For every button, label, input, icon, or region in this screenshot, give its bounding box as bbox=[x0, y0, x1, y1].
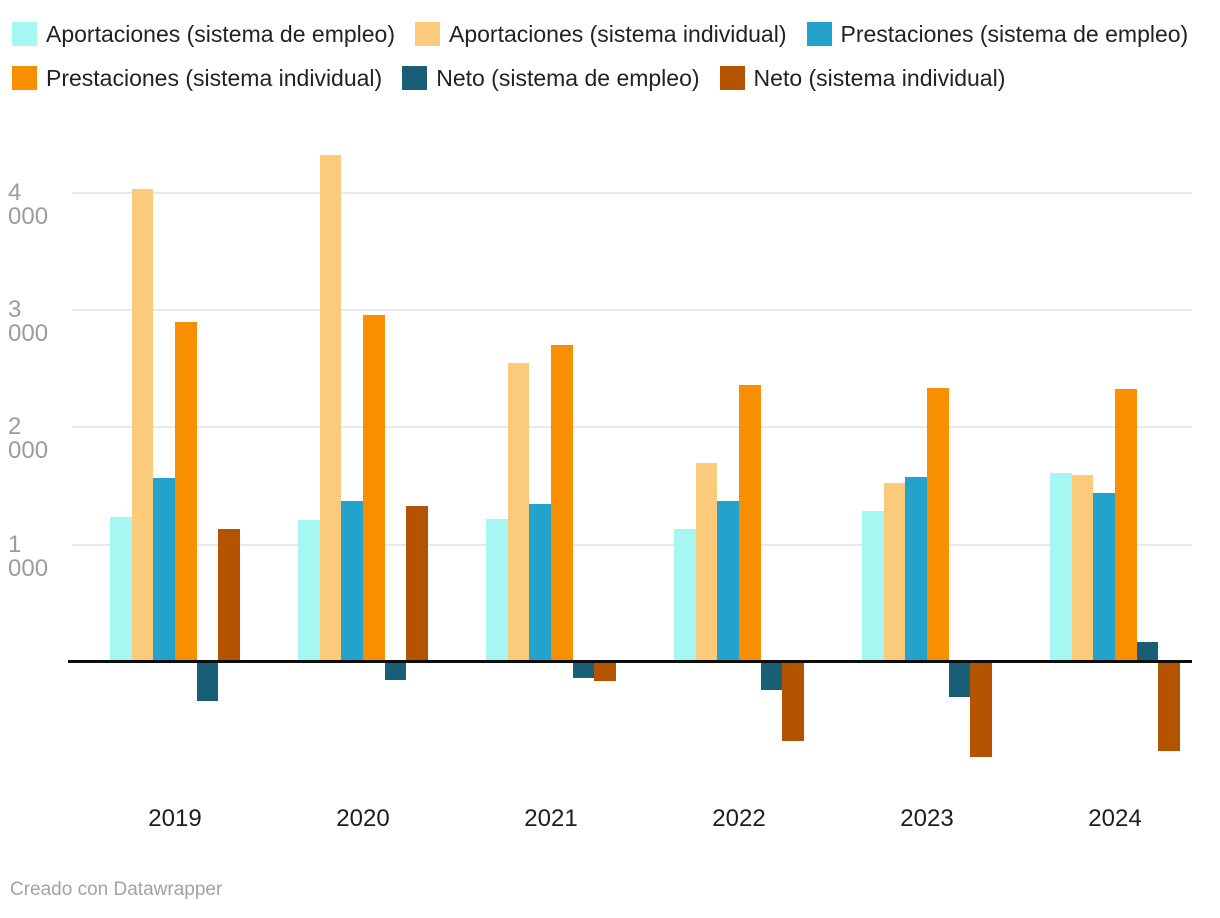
legend-item-label: Aportaciones (sistema individual) bbox=[449, 21, 787, 47]
bar-2024-series-3[interactable] bbox=[1115, 388, 1137, 662]
legend-item-2[interactable]: Prestaciones (sistema de empleo) bbox=[805, 21, 1207, 47]
bar-2019-series-2[interactable] bbox=[153, 477, 175, 662]
bar-2024-series-1[interactable] bbox=[1071, 475, 1094, 662]
bar-2024-series-5[interactable] bbox=[1158, 662, 1180, 752]
legend-item-label: Neto (sistema de empleo) bbox=[436, 65, 700, 91]
bar-2019-series-1[interactable] bbox=[131, 189, 154, 662]
bar-2020-series-4[interactable] bbox=[384, 662, 407, 680]
x-axis-category-label: 2020 bbox=[336, 805, 390, 832]
datawrapper-credit[interactable]: Creado con Datawrapper bbox=[10, 879, 223, 900]
y-axis-tick-label: 3 000 bbox=[8, 296, 49, 348]
x-axis-category-label: 2024 bbox=[1088, 805, 1142, 832]
legend-swatch-icon bbox=[402, 66, 428, 90]
bar-2023-series-5[interactable] bbox=[970, 662, 992, 757]
bar-2023-series-0[interactable] bbox=[862, 510, 884, 662]
bar-2024-series-0[interactable] bbox=[1050, 473, 1072, 662]
legend-swatch-icon bbox=[12, 22, 37, 46]
x-axis-category-label: 2019 bbox=[148, 805, 202, 832]
bar-2022-series-1[interactable] bbox=[695, 462, 718, 662]
legend-item-label: Neto (sistema individual) bbox=[753, 65, 1006, 91]
bar-2020-series-0[interactable] bbox=[298, 520, 320, 662]
bar-2022-series-0[interactable] bbox=[674, 529, 696, 662]
legend-swatch-icon bbox=[806, 22, 832, 46]
legend-item-4[interactable]: Neto (sistema de empleo) bbox=[400, 65, 717, 91]
x-axis-category-label: 2022 bbox=[712, 805, 766, 832]
legend-item-label: Prestaciones (sistema individual) bbox=[46, 65, 383, 91]
x-axis-baseline bbox=[68, 660, 1192, 663]
chart-legend: Aportaciones (sistema de empleo) Aportaci… bbox=[10, 12, 1214, 100]
y-axis-tick-label: 2 000 bbox=[8, 413, 49, 465]
legend-item-5[interactable]: Neto (sistema individual) bbox=[718, 65, 1024, 91]
bar-2019-series-5[interactable] bbox=[218, 529, 240, 662]
legend-item-label: Prestaciones (sistema de empleo) bbox=[840, 21, 1189, 47]
y-axis-tick-label: 1 000 bbox=[8, 530, 49, 582]
bar-2021-series-3[interactable] bbox=[551, 345, 573, 662]
legend-swatch-icon bbox=[415, 22, 440, 46]
bar-2024-series-4[interactable] bbox=[1136, 642, 1159, 662]
bar-2021-series-4[interactable] bbox=[572, 662, 595, 679]
bar-2020-series-3[interactable] bbox=[363, 314, 385, 662]
bar-2021-series-1[interactable] bbox=[507, 362, 530, 662]
legend-item-1[interactable]: Aportaciones (sistema individual) bbox=[413, 21, 805, 47]
legend-swatch-icon bbox=[12, 66, 37, 90]
bar-2023-series-2[interactable] bbox=[905, 476, 927, 662]
legend-swatch-icon bbox=[719, 66, 745, 90]
bar-2021-series-5[interactable] bbox=[594, 662, 616, 681]
bar-2020-series-1[interactable] bbox=[319, 155, 342, 662]
gridline-3000 bbox=[72, 309, 1192, 312]
bar-2023-series-3[interactable] bbox=[927, 387, 949, 662]
bar-2022-series-2[interactable] bbox=[717, 501, 739, 662]
bar-2022-series-5[interactable] bbox=[782, 662, 804, 741]
bar-2022-series-4[interactable] bbox=[760, 662, 783, 691]
gridline-4000 bbox=[72, 191, 1192, 194]
legend-item-0[interactable]: Aportaciones (sistema de empleo) bbox=[10, 21, 413, 47]
bar-2020-series-5[interactable] bbox=[406, 505, 428, 662]
bar-2024-series-2[interactable] bbox=[1093, 493, 1115, 662]
bar-2020-series-2[interactable] bbox=[341, 501, 363, 662]
x-axis-category-label: 2021 bbox=[524, 805, 578, 832]
gridline-1000 bbox=[72, 543, 1192, 546]
legend-item-label: Aportaciones (sistema de empleo) bbox=[46, 21, 395, 47]
bar-2019-series-4[interactable] bbox=[196, 662, 219, 701]
y-axis-tick-label: 4 000 bbox=[8, 178, 49, 230]
bar-2022-series-3[interactable] bbox=[739, 385, 761, 662]
bar-2021-series-0[interactable] bbox=[486, 518, 508, 662]
bar-2019-series-3[interactable] bbox=[175, 321, 197, 662]
x-axis-category-label: 2023 bbox=[900, 805, 954, 832]
bar-2019-series-0[interactable] bbox=[110, 516, 132, 662]
legend-item-3[interactable]: Prestaciones (sistema individual) bbox=[10, 65, 400, 91]
gridline-2000 bbox=[72, 426, 1192, 429]
bar-2023-series-1[interactable] bbox=[883, 482, 906, 662]
bar-2023-series-4[interactable] bbox=[948, 662, 971, 698]
bar-2021-series-2[interactable] bbox=[529, 503, 551, 662]
